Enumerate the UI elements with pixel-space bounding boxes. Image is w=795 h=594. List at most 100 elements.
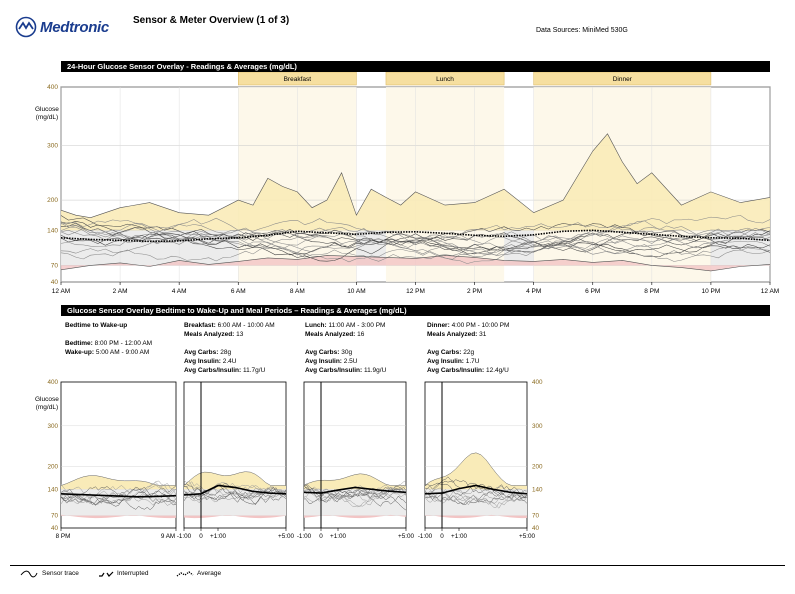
period-low-area [425,514,527,519]
overlay-x-tick: 10 PM [702,288,721,295]
avg-insulin-value: 2.4U [222,358,237,365]
overlay-x-tick: 10 AM [347,288,365,295]
overlay-y-label-line2: (mg/dL) [35,114,59,121]
avg-carbs-value: 28g [220,349,232,356]
sensor-trace-swatch-icon [20,570,38,577]
overlay-y-tick: 300 [47,143,58,150]
period-x-tick: +5:00 [519,533,535,540]
medtronic-globe-icon [15,16,37,38]
legend-average: Average [176,569,221,578]
overlay-meal-column [385,87,505,282]
overlay-x-tick: 12 AM [761,288,779,295]
overlay-upper-envelope [60,133,771,219]
period-x-tick: +5:00 [398,533,414,540]
data-source: Data Sources: MiniMed 530G [536,27,628,34]
avg-ratio-label: Avg Carbs/Insulin: [427,367,485,374]
sensor-trace-line [60,215,771,256]
overlay-high-area [61,133,770,231]
sensor-trace-line [60,227,771,262]
overlay-lower-envelope [60,255,771,272]
overlay-y-tick: 200 [47,197,58,204]
meals-analyzed-label: Meals Analyzed: [427,331,478,338]
periods-y-tick-right: 300 [532,423,543,430]
bedtime-range: Bedtime: 8:00 PM - 12:00 AM [65,339,152,348]
sensor-trace-line [60,218,771,256]
overlay-low-area [61,255,770,271]
periods-y-label: Glucose (mg/dL) [35,396,59,412]
period-low-area [61,514,176,519]
breakfast-info: Breakfast: 6:00 AM - 10:00 AM Meals Anal… [184,321,275,375]
overlay-x-tick: 2 AM [113,288,128,295]
periods-y-tick-right: 140 [532,486,543,493]
avg-insulin-value: 1.7U [465,358,480,365]
wakeup-range: Wake-up: 5:00 AM - 9:00 AM [65,348,152,357]
lunch-info: Lunch: 11:00 AM - 3:00 PM Meals Analyzed… [305,321,386,375]
periods-y-tick-right: 400 [532,379,543,386]
periods-y-tick-left: 200 [47,464,58,471]
periods-y-tick-left: 300 [47,423,58,430]
interrupted-swatch-icon [99,571,114,577]
overlay-y-tick: 140 [47,227,58,234]
overlay-chart: Breakfast Lunch Dinner 400 300 200 140 70 40 12 A… [47,72,779,295]
sensor-trace-line [60,495,177,511]
periods-y-label-line1: Glucose [35,396,59,403]
overlay-x-tick: 12 AM [52,288,70,295]
sensor-trace-line [60,222,771,260]
sensor-trace-line [60,491,177,506]
overlay-y-tick: 400 [47,84,58,91]
periods-section-title: Glucose Sensor Overlay Bedtime to Wake-U… [61,305,770,316]
meal-time: 6:00 AM - 10:00 AM [217,322,275,329]
period-low-area [184,515,286,519]
bedtime-x-start: 8 PM [56,533,71,540]
meal-title: Breakfast: [184,322,216,329]
periods-y-tick-right: 70 [532,513,540,520]
legend-average-label: Average [197,570,222,577]
avg-insulin-value: 2.5U [343,358,358,365]
overlay-y-tick: 70 [51,262,59,269]
period-x-tick: -1:00 [297,533,312,540]
overlay-average-line [60,229,771,243]
avg-carbs-value: 22g [463,349,475,356]
periods-y-tick-right: 40 [532,525,540,532]
sensor-trace-line [60,490,177,505]
period-x-tick: +1:00 [451,533,467,540]
avg-ratio-label: Avg Carbs/Insulin: [305,367,363,374]
periods-charts: 8 PM 9 AM -1:00 0 +1:00 +5:00 -1:00 0 +1:00 +5:00… [47,379,543,540]
meal-time: 4:00 PM - 10:00 PM [451,322,510,329]
overlay-x-tick: 8 AM [290,288,305,295]
avg-carbs-label: Avg Carbs: [305,349,340,356]
period-x-tick: -1:00 [418,533,433,540]
sensor-trace-line [60,228,771,253]
overlay-x-tick: 2 PM [467,288,482,295]
legend-interrupted: Interrupted [98,569,148,578]
periods-y-tick-left: 70 [51,513,59,520]
sensor-trace-line [60,483,177,506]
bedtime-value: 8:00 PM - 12:00 AM [94,340,153,347]
meal-band-breakfast [238,72,357,86]
sensor-trace-line [60,230,771,262]
overlay-y-tick: 40 [51,279,59,286]
period-high-area [61,475,176,490]
avg-carbs-value: 30g [341,349,353,356]
period-x-tick: 0 [319,533,323,540]
meals-analyzed-label: Meals Analyzed: [184,331,235,338]
bedtime-title: Bedtime to Wake-up [65,322,128,329]
brand-name: Medtronic [40,18,109,36]
avg-insulin-label: Avg Insulin: [184,358,221,365]
avg-ratio-value: 11.9g/U [364,367,387,374]
dinner-info: Dinner: 4:00 PM - 10:00 PM Meals Analyze… [427,321,509,375]
overlay-y-label-line1: Glucose [35,106,59,113]
overlay-x-tick: 4 AM [172,288,187,295]
wakeup-label: Wake-up: [65,349,95,356]
meals-analyzed-label: Meals Analyzed: [305,331,356,338]
period-low-area [304,514,406,519]
meal-band-label: Breakfast [284,76,312,83]
sensor-trace-line [60,482,177,505]
overlay-x-tick: 6 AM [231,288,246,295]
avg-insulin-label: Avg Insulin: [305,358,342,365]
report-title: Sensor & Meter Overview (1 of 3) [133,15,290,26]
avg-ratio-value: 11.7g/U [243,367,266,374]
meals-analyzed-value: 13 [236,331,244,338]
periods-y-tick-left: 140 [47,486,58,493]
period-target-band [61,489,176,516]
